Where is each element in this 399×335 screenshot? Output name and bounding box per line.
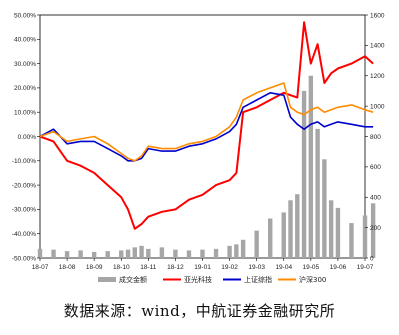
y-right-tick-label: 800 [370,134,381,141]
turnover-bar [308,75,314,258]
y-left-tick-label: 30.00% [14,61,36,68]
series-line [39,92,374,162]
y-right-tick-label: 400 [370,195,381,202]
legend-label: 上证综指 [244,275,272,284]
y-left-tick-label: -40.00% [12,231,36,238]
turnover-bar [213,248,219,258]
turnover-bar [254,230,259,258]
turnover-bar [37,248,43,258]
x-tick-label: 18-11 [140,264,157,271]
turnover-bar [125,249,131,258]
turnover-bar [281,212,286,258]
x-tick-label: 19-02 [221,264,238,271]
turnover-bar [322,159,327,258]
y-right-tick-label: 1600 [370,12,385,19]
x-tick-label: 19-06 [330,264,347,271]
turnover-bar [370,203,376,258]
y-right-tick-label: 1400 [370,43,385,50]
legend-label: 亚光科技 [184,275,212,284]
legend-label: 成交金额 [119,275,147,284]
legend-swatch [98,277,116,282]
y-left-tick-label: -20.00% [12,182,36,189]
turnover-bar [301,90,307,258]
y-left-tick-label: 10.00% [14,110,36,117]
y-right-tick-label: 200 [370,225,381,232]
turnover-bar [240,239,246,258]
turnover-bar [186,250,192,258]
legend-label: 沪深300 [299,275,326,284]
turnover-bar [146,248,151,258]
turnover-bar [51,249,56,258]
turnover-bar [139,245,144,258]
chart-area: 18-07 18-08 18-09 18-10 18-11 18-12 19-01 19-02… [12,12,385,284]
turnover-bar [335,207,341,258]
turnover-bar [295,194,300,258]
turnover-bar [159,247,165,258]
y-left-tick-label: 0.00% [18,134,37,141]
turnover-bar [315,128,320,258]
x-tick-label: 19-05 [303,264,320,271]
y-right-tick-label: 1000 [370,103,385,110]
y-left-tick-label: 50.00% [14,12,36,19]
turnover-bar [105,251,110,258]
turnover-bar [64,251,70,258]
x-tick-label: 19-03 [248,264,265,271]
y-left-tick-label: 20.00% [14,85,36,92]
x-tick-label: 18-09 [86,264,103,271]
y-left-tick-label: -10.00% [12,158,36,165]
source-note: 数据来源：wind，中航证券金融研究所 [63,302,336,320]
x-tick-label: 18-07 [32,264,49,271]
turnover-bar [119,250,124,258]
turnover-bar [234,244,239,258]
x-tick-label: 18-08 [59,264,76,271]
turnover-bar [132,247,137,258]
turnover-bar [91,251,97,258]
turnover-bar [268,218,273,258]
turnover-bar [362,215,368,258]
line-chart: 18-07 18-08 18-09 18-10 18-11 18-12 19-01 19-02… [12,12,385,284]
turnover-bar [200,249,205,258]
y-right-tick-label: 0 [370,255,374,262]
turnover-bar [78,250,83,258]
turnover-bar [227,245,232,258]
y-right-tick-label: 600 [370,164,381,171]
x-tick-label: 19-07 [357,264,374,271]
y-left-tick-label: 40.00% [14,37,36,44]
series-line [39,82,374,162]
y-right-tick-label: 1200 [370,73,385,80]
turnover-bar [288,200,293,258]
y-left-tick-label: -50.00% [12,255,36,262]
x-tick-label: 19-01 [194,264,211,271]
x-tick-label: 18-10 [113,264,130,271]
turnover-bar [349,223,354,258]
series-line [39,21,374,230]
y-left-tick-label: -30.00% [12,207,36,214]
turnover-bar [328,200,334,258]
turnover-bar [173,249,178,258]
x-tick-label: 19-04 [275,264,292,271]
x-tick-label: 18-12 [167,264,184,271]
